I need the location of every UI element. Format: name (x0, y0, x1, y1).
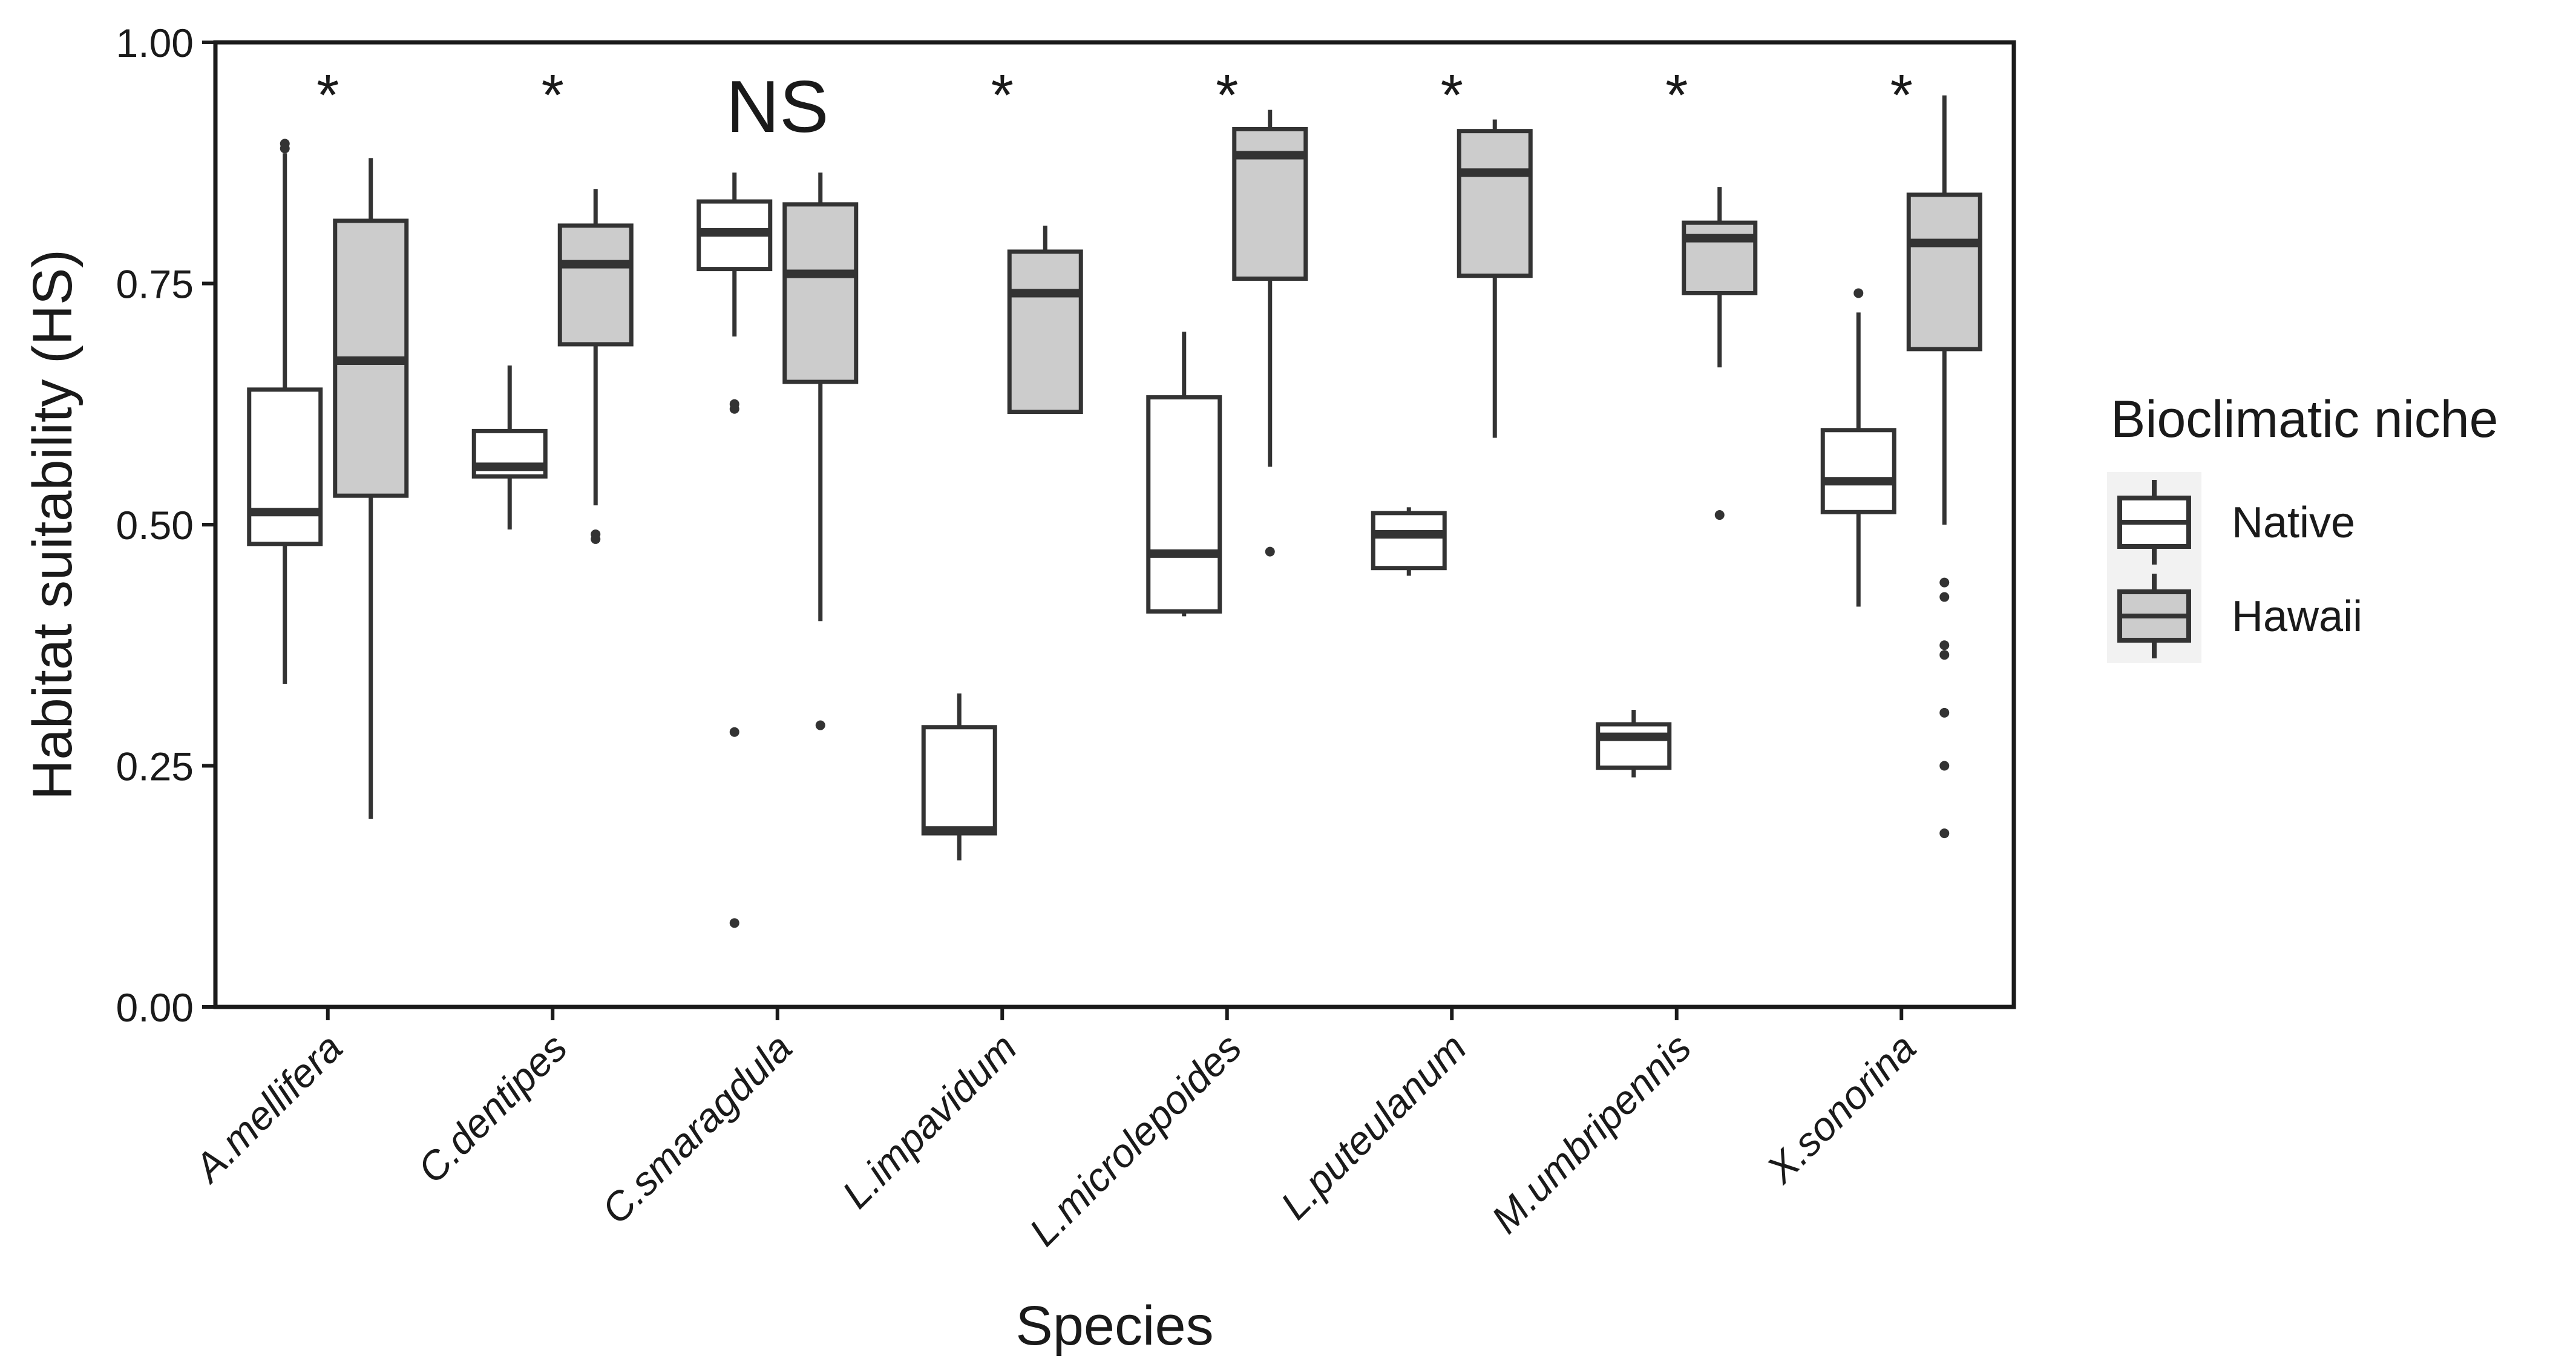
iqr-box (1820, 428, 1896, 514)
significance-label: * (991, 63, 1014, 128)
box-l-puteulanum-native (1371, 507, 1447, 576)
iqr-box (557, 223, 634, 347)
iqr-box (1906, 192, 1982, 352)
box-x-sonorina-hawaii (1906, 95, 1982, 839)
outlier-point (1939, 650, 1950, 660)
iqr-box (1682, 220, 1758, 295)
iqr-box (1596, 722, 1672, 770)
x-axis-title: Species (1015, 1295, 1213, 1357)
y-tick-label: 1.00 (116, 21, 194, 65)
outlier-point (1939, 761, 1950, 771)
y-tick-label: 0.00 (116, 985, 194, 1030)
significance-label: * (316, 63, 339, 128)
plot-area: * * NS * * * * * (247, 63, 1982, 928)
outlier-point (1939, 592, 1950, 602)
outlier-point (1265, 546, 1275, 557)
box-l-puteulanum-hawaii (1457, 119, 1533, 438)
iqr-box (1007, 249, 1083, 415)
significance-label: NS (726, 65, 828, 148)
significance-label: * (1441, 63, 1463, 128)
iqr-box (247, 387, 323, 546)
outlier-point (729, 727, 739, 737)
legend-key-native (2117, 480, 2191, 565)
legend: Bioclimatic niche Native Hawaii (2107, 390, 2498, 663)
significance-label: * (1216, 63, 1238, 128)
legend-title: Bioclimatic niche (2111, 390, 2498, 448)
box-c-smaragdula-native (696, 172, 773, 928)
box-l-microlepoides-hawaii (1232, 110, 1308, 557)
outlier-point (280, 139, 290, 149)
outlier-point (1853, 288, 1864, 298)
iqr-box (921, 725, 997, 836)
outlier-point (815, 720, 825, 730)
significance-label: * (542, 63, 564, 128)
iqr-box (1146, 395, 1222, 614)
y-axis: 0.00 0.25 0.50 0.75 1.00 (116, 21, 215, 1030)
box-c-dentipes-hawaii (557, 189, 634, 544)
outlier-point (1714, 510, 1725, 520)
box-m-umbripennis-hawaii (1682, 187, 1758, 520)
y-tick-label: 0.50 (116, 503, 194, 548)
y-axis-title: Habitat suitability (HS) (22, 249, 84, 800)
outlier-point (1939, 640, 1950, 651)
outlier-point (591, 534, 601, 544)
iqr-box (1457, 129, 1533, 278)
outlier-point (729, 918, 739, 928)
box-m-umbripennis-native (1596, 710, 1672, 778)
outlier-point (1939, 707, 1950, 718)
iqr-box (782, 202, 859, 384)
box-l-impavidum-hawaii (1007, 225, 1083, 415)
box-l-impavidum-native (921, 693, 997, 860)
box-l-microlepoides-native (1146, 332, 1222, 617)
y-tick-label: 0.25 (116, 744, 194, 789)
legend-label-native: Native (2232, 499, 2355, 547)
y-tick-label: 0.75 (116, 262, 194, 307)
significance-label: * (1665, 63, 1688, 128)
outlier-point (1939, 828, 1950, 839)
box-a-mellifera-native (247, 139, 323, 684)
box-c-dentipes-native (471, 365, 548, 529)
legend-key-hawaii (2117, 574, 2191, 658)
significance-label: * (1890, 63, 1913, 128)
outlier-point (729, 404, 739, 414)
iqr-box (1371, 511, 1447, 571)
outlier-point (1939, 577, 1950, 588)
box-a-mellifera-hawaii (333, 158, 409, 819)
legend-label-hawaii: Hawaii (2232, 592, 2362, 641)
box-x-sonorina-native (1820, 288, 1896, 607)
box-c-smaragdula-hawaii (782, 172, 859, 730)
